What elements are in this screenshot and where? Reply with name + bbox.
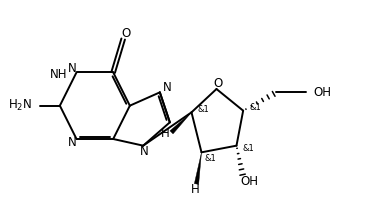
Text: N: N bbox=[68, 62, 77, 75]
Text: &1: &1 bbox=[242, 145, 254, 154]
Text: OH: OH bbox=[241, 175, 259, 188]
Polygon shape bbox=[170, 112, 192, 134]
Text: NH: NH bbox=[50, 68, 67, 80]
Text: H$_2$N: H$_2$N bbox=[8, 98, 33, 113]
Text: O: O bbox=[214, 77, 223, 89]
Text: &1: &1 bbox=[249, 104, 261, 113]
Text: H: H bbox=[191, 183, 200, 197]
Text: H: H bbox=[161, 128, 170, 140]
Text: N: N bbox=[68, 136, 77, 150]
Text: OH: OH bbox=[314, 86, 332, 99]
Text: N: N bbox=[163, 81, 172, 94]
Text: N: N bbox=[140, 145, 149, 158]
Text: &1: &1 bbox=[198, 105, 209, 114]
Text: O: O bbox=[121, 26, 131, 40]
Text: &1: &1 bbox=[205, 154, 216, 163]
Polygon shape bbox=[194, 152, 201, 184]
